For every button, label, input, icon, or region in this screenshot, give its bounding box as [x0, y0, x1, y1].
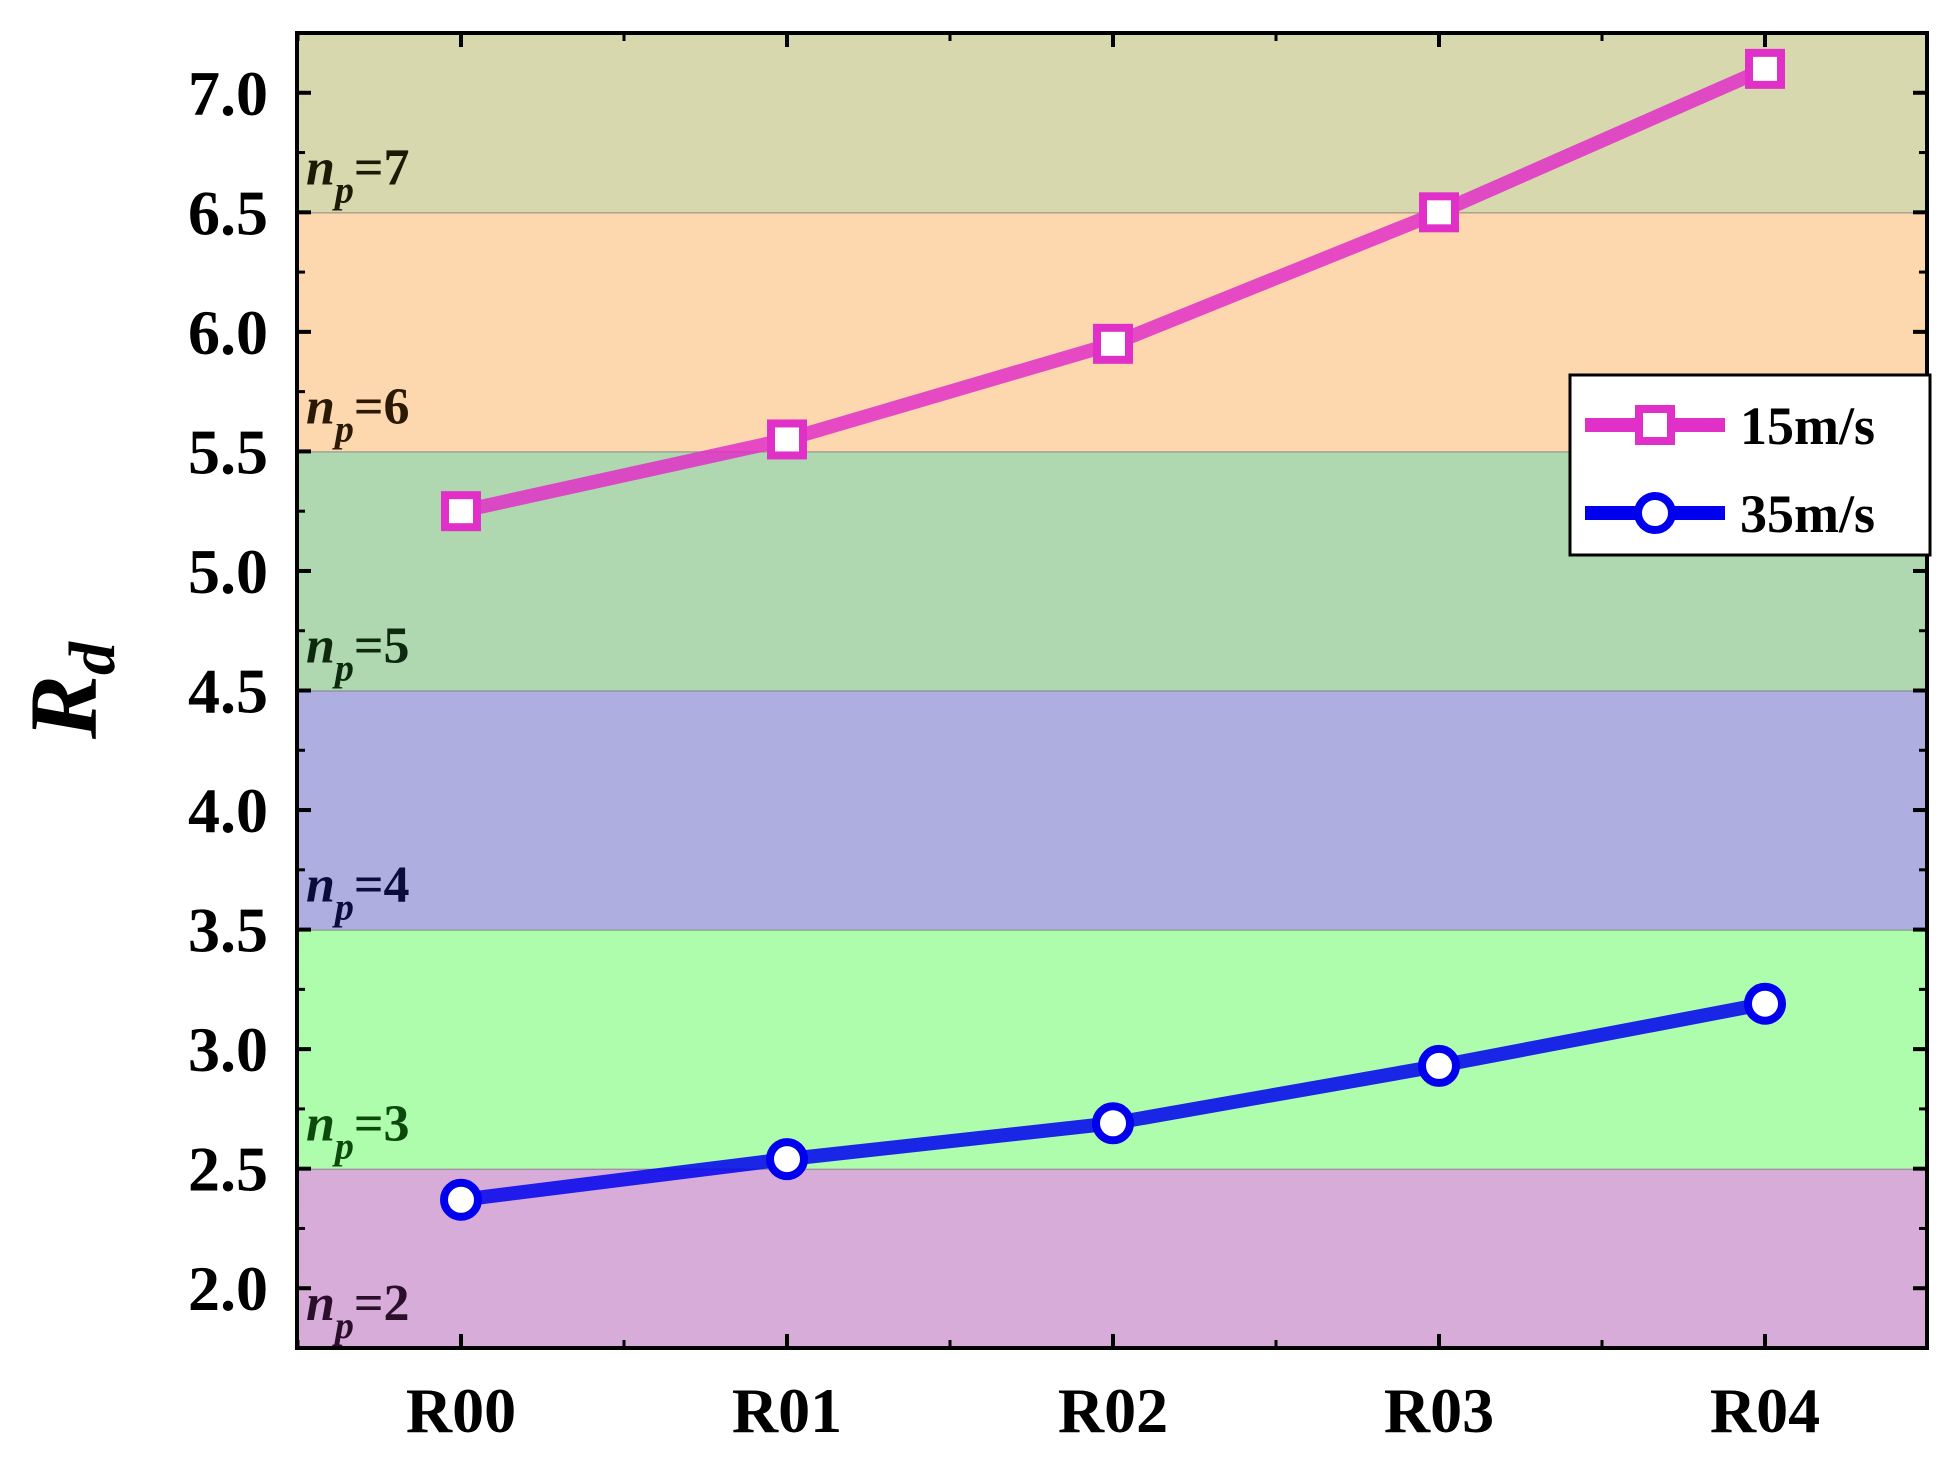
legend-box [1568, 373, 1932, 557]
band-label-value: =6 [354, 378, 410, 435]
band-label-var: n [306, 139, 335, 196]
y-axis-title: Rd [10, 641, 129, 740]
band-2 [297, 690, 1927, 930]
data-point [1093, 323, 1133, 364]
y-tick-label: 6.5 [188, 177, 268, 248]
data-point [766, 1138, 808, 1181]
band-label-sub: p [332, 408, 354, 450]
legend-label: 35m/s [1740, 484, 1875, 544]
band-label-var: n [306, 1275, 335, 1332]
band-label-5: np=7 [306, 139, 410, 211]
band-label-4: np=6 [306, 378, 410, 450]
y-tick-label: 6.0 [188, 297, 268, 368]
y-tick-label: 7.0 [188, 58, 268, 129]
band-label-sub: p [332, 648, 354, 690]
band-label-sub: p [332, 887, 354, 929]
band-label-2: np=4 [306, 857, 410, 929]
y-tick-label: 2.0 [188, 1253, 268, 1324]
band-layer [297, 33, 1927, 1348]
band-label-value: =3 [354, 1096, 410, 1153]
y-tick-labels: 2.0 2.5 3.0 3.5 4.0 4.5 5.0 5.5 6.0 6.5 7.0 [188, 58, 268, 1324]
y-tick-label: 2.5 [188, 1134, 268, 1205]
x-tick-labels: R00 R01 R02 R03 R04 [406, 1375, 1820, 1446]
band-label-var: n [306, 1096, 335, 1153]
data-point [1092, 1102, 1134, 1145]
y-tick-label: 5.5 [188, 416, 268, 487]
legend-item-0: 15m/s [1585, 396, 1875, 456]
y-tick-label: 3.0 [188, 1014, 268, 1085]
series-1 [440, 982, 1786, 1221]
band-label-value: =4 [354, 857, 410, 914]
y-axis-title-main: R [10, 675, 117, 740]
y-axis-title-sub: d [56, 641, 129, 675]
legend-marker [1634, 492, 1676, 534]
band-label-sub: p [332, 1126, 354, 1168]
data-point [1744, 982, 1786, 1025]
data-point [441, 491, 481, 532]
band-label-3: np=5 [306, 618, 410, 690]
data-point [1419, 192, 1459, 233]
y-tick-label: 5.0 [188, 536, 268, 607]
band-label-1: np=3 [306, 1096, 410, 1168]
x-tick-label: R04 [1710, 1375, 1820, 1446]
x-tick-label: R00 [406, 1375, 516, 1446]
band-label-sub: p [332, 169, 354, 211]
data-point [1418, 1044, 1460, 1087]
legend: 15m/s 35m/s [1568, 373, 1932, 557]
band-0 [297, 1168, 1927, 1348]
x-tick-label: R02 [1058, 1375, 1168, 1446]
legend-marker [1635, 405, 1675, 445]
band-label-layer: np=2np=3np=4np=5np=6np=7 [306, 139, 410, 1347]
x-tick-label: R01 [732, 1375, 842, 1446]
data-point [767, 419, 807, 460]
y-tick-label: 3.5 [188, 895, 268, 966]
legend-label: 15m/s [1740, 396, 1875, 456]
x-tick-label: R03 [1384, 1375, 1494, 1446]
band-label-value: =7 [354, 139, 410, 196]
band-label-var: n [306, 857, 335, 914]
legend-item-1: 35m/s [1585, 484, 1875, 544]
band-5 [297, 33, 1927, 213]
data-point [1745, 48, 1785, 89]
y-tick-label: 4.0 [188, 775, 268, 846]
band-label-0: np=2 [306, 1275, 410, 1347]
band-label-var: n [306, 618, 335, 675]
band-label-var: n [306, 378, 335, 435]
band-label-value: =2 [354, 1275, 410, 1332]
band-label-value: =5 [354, 618, 410, 675]
y-tick-label: 4.5 [188, 656, 268, 727]
data-point [440, 1178, 482, 1221]
band-label-sub: p [332, 1305, 354, 1347]
series-0 [441, 48, 1785, 532]
series-layer [440, 48, 1786, 1221]
